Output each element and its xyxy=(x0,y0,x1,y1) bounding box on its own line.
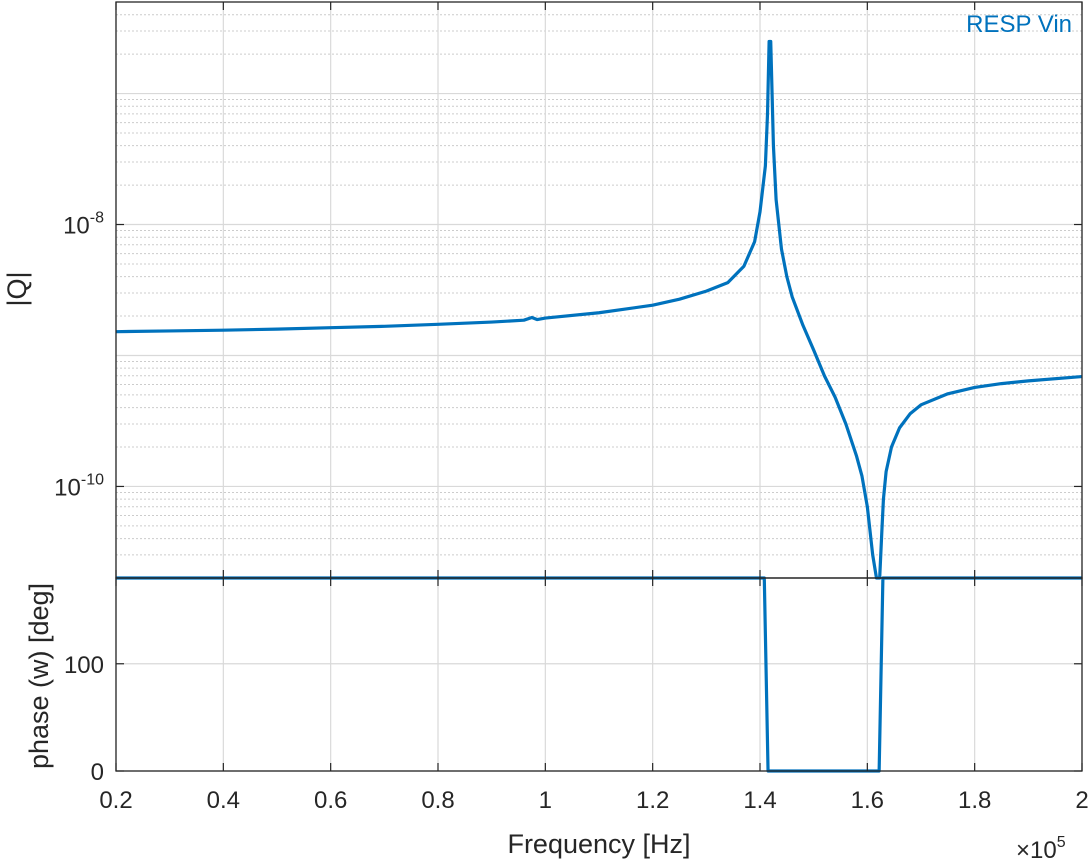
phase-y-axis-label: phase (w) [deg] xyxy=(24,583,54,769)
x-multiplier-exponent: 5 xyxy=(1057,834,1066,851)
x-axis-label: Frequency [Hz] xyxy=(507,829,690,859)
x-tick-label: 1.2 xyxy=(636,787,669,814)
x-tick-label: 0.6 xyxy=(314,787,347,814)
magnitude-y-axis-label: |Q| xyxy=(2,271,32,306)
y-tick-base: 10 xyxy=(54,474,81,501)
y-tick-exponent: -10 xyxy=(81,471,104,488)
x-tick-label: 0.2 xyxy=(99,787,132,814)
phase-axes-frame xyxy=(115,577,1083,772)
magnitude-y-tick-label: 10-10 xyxy=(54,471,104,501)
phase-axis-ticks xyxy=(115,578,1083,772)
x-tick-label: 0.4 xyxy=(207,787,240,814)
phase-y-tick-label: 0 xyxy=(91,759,104,786)
x-multiplier-base: ×10 xyxy=(1016,837,1057,860)
x-tick-label: 2 xyxy=(1075,787,1088,814)
magnitude-y-tick-label: 10-8 xyxy=(63,210,104,240)
x-tick-label: 1.4 xyxy=(743,787,776,814)
x-tick-label: 1.6 xyxy=(851,787,884,814)
y-tick-base: 10 xyxy=(63,213,90,240)
x-tick-label: 1.8 xyxy=(958,787,991,814)
x-tick-label: 0.8 xyxy=(421,787,454,814)
y-tick-exponent: -8 xyxy=(90,210,104,227)
magnitude-axis-ticks xyxy=(115,2,1083,578)
phase-y-tick-label: 100 xyxy=(64,652,104,679)
magnitude-series-line xyxy=(115,39,1083,580)
legend-entry: RESP Vin xyxy=(966,11,1072,38)
x-tick-label: 1 xyxy=(539,787,552,814)
magnitude-minor-grid xyxy=(116,1,1082,579)
